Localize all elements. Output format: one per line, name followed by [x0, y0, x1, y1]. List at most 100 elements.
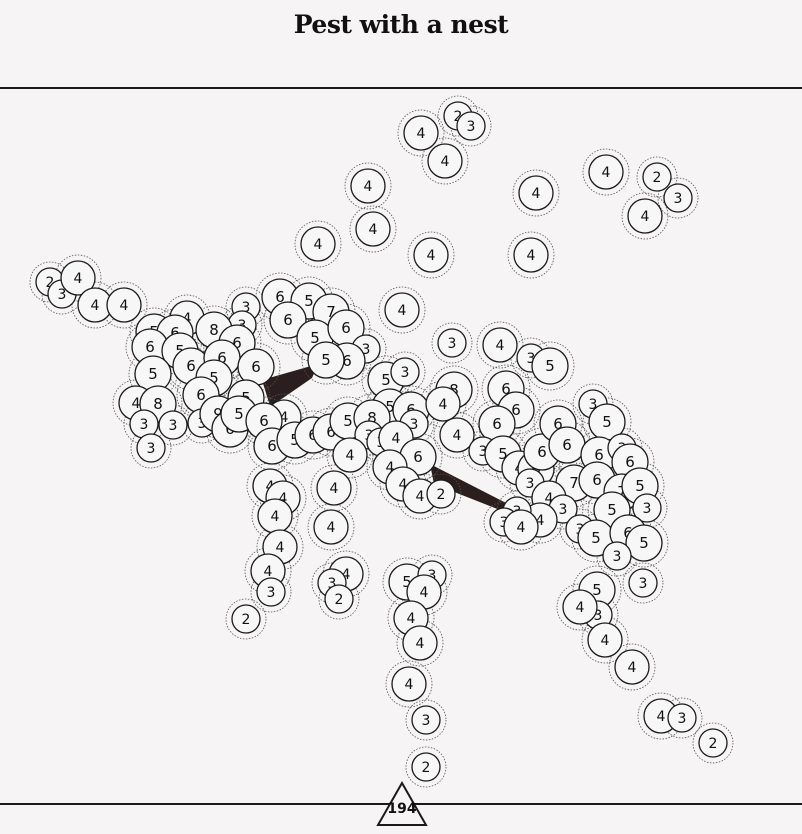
puzzle-node[interactable]: 5	[625, 524, 663, 562]
puzzle-node[interactable]: 4	[350, 168, 386, 204]
node-circle	[313, 509, 349, 545]
node-label: 4	[427, 248, 436, 264]
puzzle-node[interactable]: 3	[602, 541, 632, 571]
node-label: 4	[398, 303, 407, 319]
node-label: 5	[591, 529, 601, 547]
node-label: 4	[386, 460, 395, 476]
puzzle-node[interactable]: 4	[413, 237, 449, 273]
puzzle-node[interactable]: 4	[384, 292, 420, 328]
puzzle-node[interactable]: 2	[324, 584, 354, 614]
node-halo	[100, 281, 148, 329]
puzzle-node[interactable]: 4	[439, 417, 475, 453]
puzzle-node[interactable]: 4	[562, 589, 598, 625]
puzzle-node[interactable]: 2	[698, 728, 728, 758]
node-circle	[426, 479, 456, 509]
puzzle-node[interactable]: 3	[256, 577, 286, 607]
node-halo	[385, 660, 433, 708]
node-halo	[251, 492, 299, 540]
node-circle	[60, 260, 96, 296]
puzzle-node[interactable]: 4	[518, 175, 554, 211]
puzzle-node[interactable]: 4	[60, 260, 96, 296]
puzzle-node[interactable]: 6	[269, 301, 307, 339]
node-halo	[259, 474, 307, 522]
node-label: 6	[170, 324, 180, 342]
puzzle-node[interactable]: 6	[548, 426, 586, 464]
node-halo	[692, 722, 734, 764]
puzzle-node[interactable]: 4	[614, 649, 650, 685]
node-circle	[136, 433, 166, 463]
puzzle-node[interactable]: 2	[231, 604, 261, 634]
puzzle-node[interactable]: 3	[456, 111, 486, 141]
node-label: 6	[186, 357, 196, 375]
puzzle-node[interactable]: 4	[588, 154, 624, 190]
node-label: 8	[367, 409, 377, 427]
puzzle-node[interactable]: 3	[390, 357, 420, 387]
node-label: 6	[413, 448, 423, 466]
node-label: 4	[399, 477, 408, 493]
puzzle-node[interactable]: 3	[158, 410, 188, 440]
node-halo	[622, 562, 664, 604]
puzzle-node[interactable]: 4	[402, 625, 438, 661]
puzzle-node[interactable]: 4	[427, 143, 463, 179]
puzzle-node[interactable]: 4	[587, 622, 623, 658]
node-label: 5	[321, 351, 331, 369]
node-circle	[614, 649, 650, 685]
node-label: 4	[657, 709, 666, 725]
puzzle-node[interactable]: 4	[316, 470, 352, 506]
puzzle-node[interactable]: 4	[503, 509, 539, 545]
puzzle-node[interactable]: 5	[307, 341, 345, 379]
puzzle-node[interactable]: 3	[136, 433, 166, 463]
node-circle	[106, 287, 142, 323]
puzzle-node[interactable]: 4	[300, 226, 336, 262]
node-label: 4	[496, 338, 505, 354]
node-halo	[244, 547, 292, 595]
puzzle-node[interactable]: 4	[403, 115, 439, 151]
puzzle-node[interactable]: 4	[513, 237, 549, 273]
node-label: 2	[335, 592, 344, 608]
node-label: 6	[553, 415, 563, 433]
node-label: 6	[267, 437, 277, 455]
node-label: 3	[267, 585, 276, 601]
puzzle-node[interactable]: 3	[628, 568, 658, 598]
puzzle-node[interactable]: 4	[77, 287, 113, 323]
puzzle-node[interactable]: 3	[667, 703, 697, 733]
node-circle	[632, 493, 662, 523]
puzzle-node[interactable]: 5	[531, 347, 569, 385]
node-label: 4	[280, 410, 289, 426]
node-label: 4	[74, 271, 83, 287]
node-label: 8	[209, 321, 219, 339]
puzzle-node[interactable]: 2	[642, 162, 672, 192]
puzzle-node[interactable]: 4	[425, 386, 461, 422]
node-halo	[657, 177, 699, 219]
node-circle	[503, 509, 539, 545]
node-label: 2	[437, 487, 446, 503]
puzzle-node[interactable]: 3	[129, 409, 159, 439]
puzzle-node[interactable]: 5	[588, 403, 626, 441]
node-label: 6	[562, 436, 572, 454]
node-circle	[355, 211, 391, 247]
node-label: 4	[576, 600, 585, 616]
puzzle-node[interactable]: 4	[106, 287, 142, 323]
puzzle-node[interactable]: 4	[355, 211, 391, 247]
node-halo	[405, 746, 447, 788]
node-label: 6	[326, 423, 336, 441]
puzzle-node[interactable]: 4	[627, 198, 663, 234]
node-label: 5	[607, 501, 617, 519]
puzzle-node[interactable]: 4	[257, 498, 293, 534]
puzzle-node[interactable]: 3	[632, 493, 662, 523]
puzzle-node[interactable]: 4	[391, 666, 427, 702]
node-label: 4	[420, 585, 429, 601]
node-label: 4	[628, 660, 637, 676]
puzzle-node[interactable]: 3	[437, 328, 467, 358]
puzzle-node[interactable]: 4	[332, 437, 368, 473]
puzzle-node[interactable]: 2	[411, 752, 441, 782]
puzzle-node[interactable]: 3	[411, 705, 441, 735]
puzzle-node[interactable]: 3	[663, 183, 693, 213]
puzzle-node[interactable]: 4	[313, 509, 349, 545]
node-halo	[450, 105, 492, 147]
puzzle-node[interactable]: 2	[426, 479, 456, 509]
node-circle	[300, 226, 336, 262]
puzzle-node[interactable]: 4	[482, 327, 518, 363]
node-label: 3	[362, 342, 371, 358]
node-label: 3	[527, 351, 536, 367]
